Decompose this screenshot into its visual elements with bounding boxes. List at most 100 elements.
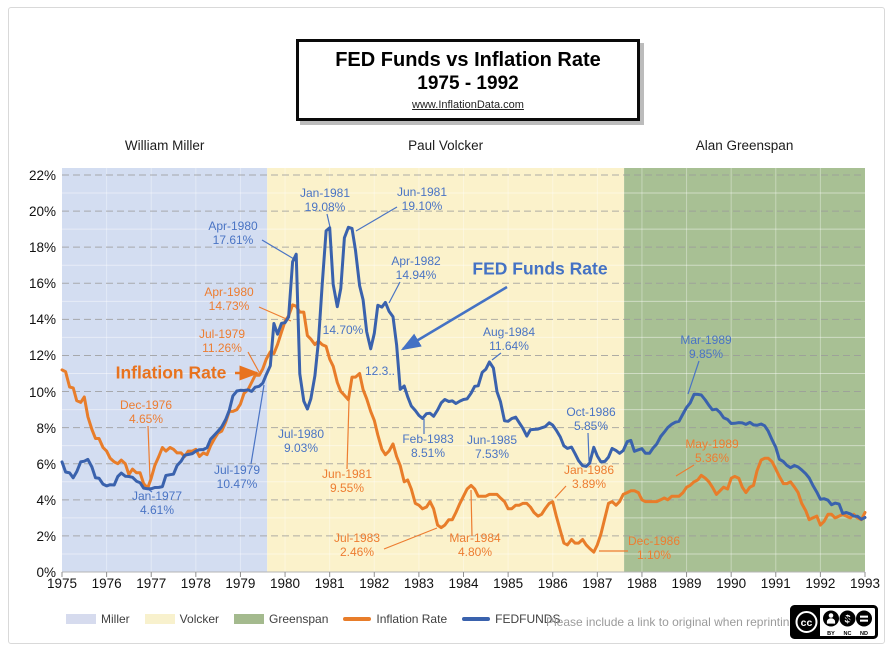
- legend-label: Inflation Rate: [376, 612, 448, 626]
- cc-nc-strike: [841, 612, 854, 625]
- annotation-mar-1989: Mar-1989 9.85%: [680, 333, 732, 361]
- cc-nd-icon: [856, 610, 872, 627]
- annotation-leader: [388, 281, 401, 304]
- y-tick-label: 18%: [28, 240, 56, 256]
- cc-nc-dollar: $: [844, 614, 850, 626]
- annotation-mar-1984: Mar-1984 4.80%: [449, 531, 501, 559]
- annotation-leader: [470, 489, 473, 537]
- cc-license-badge[interactable]: cc $ BY NC ND: [790, 605, 878, 639]
- cc-logo-text: cc: [801, 617, 813, 629]
- x-tick-label: 1980: [270, 576, 301, 591]
- x-tick-label: 1993: [849, 576, 881, 591]
- legend-swatch: [462, 617, 491, 621]
- legend-label: Greenspan: [269, 612, 329, 626]
- x-tick-label: 1982: [359, 576, 390, 591]
- cc-nd-label: ND: [860, 631, 868, 637]
- era-region-volcker: [267, 168, 625, 572]
- y-tick-label: 0%: [36, 565, 56, 580]
- annotation-leader: [687, 360, 700, 395]
- annotation-apr-1980: Apr-1980 14.73%: [204, 285, 254, 313]
- x-tick-label: 1983: [403, 576, 434, 591]
- era-region-miller: [62, 168, 268, 572]
- annotation-jan-1981: Jan-1981 19.08%: [299, 186, 351, 214]
- legend-item-greenspan: Greenspan: [234, 612, 328, 626]
- annotation-jan-1977: Jan-1977 4.61%: [131, 489, 183, 517]
- x-tick-label: 1989: [671, 576, 702, 591]
- x-tick-label: 1981: [314, 576, 345, 591]
- annotation-dec-1976: Dec-1976 4.65%: [119, 398, 173, 426]
- cc-by-label: BY: [827, 631, 835, 637]
- reprint-note: Please include a link to original when r…: [546, 615, 797, 629]
- annotation-jun-1981: Jun-1981 9.55%: [321, 467, 373, 495]
- legend-swatch: [144, 614, 175, 624]
- legend-swatch: [66, 614, 96, 624]
- x-tick-label: 1985: [493, 576, 524, 591]
- y-tick-label: 12%: [28, 348, 56, 364]
- x-tick-label: 1979: [225, 576, 256, 591]
- annotation-apr-1980: Apr-1980 17.61%: [208, 219, 258, 247]
- annotation-leader: [326, 213, 331, 228]
- legend-label: Miller: [101, 612, 130, 626]
- series-label-arrow: [400, 285, 508, 351]
- legend-item-fedfunds: FEDFUNDS: [462, 612, 560, 626]
- era-header-miller: William Miller: [124, 138, 205, 153]
- legend-item-inflation-rate: Inflation Rate: [343, 612, 447, 626]
- x-tick-label: 1978: [180, 576, 211, 591]
- y-tick-label: 6%: [36, 456, 56, 472]
- chart-frame: [8, 7, 885, 644]
- legend: Miller Volcker Greenspan Inflation Rate FEDF…: [66, 612, 560, 626]
- annotation-leader: [261, 239, 295, 260]
- x-tick-label: 1990: [716, 576, 747, 591]
- chart-subtitle: 1975 - 1992: [417, 73, 519, 94]
- y-tick-label: 16%: [28, 276, 56, 292]
- cc-nd-bar-top: [860, 615, 868, 618]
- legend-item-volcker: Volcker: [144, 612, 220, 626]
- cc-logo-circle: [795, 611, 818, 633]
- y-tick-label: 14%: [28, 312, 56, 328]
- y-tick-label: 22%: [28, 168, 56, 183]
- annotation-apr-1982: Apr-1982 14.94%: [391, 254, 441, 282]
- x-tick-label: 1975: [46, 576, 78, 591]
- cc-by-person-body: [826, 618, 836, 624]
- annotation-jul-1980: Jul-1980 9.03%: [277, 427, 325, 455]
- annotation-leader: [355, 206, 398, 232]
- annotation-leader: [554, 485, 567, 499]
- annotation-jul-1983: Jul-1983 2.46%: [333, 531, 381, 559]
- x-tick-label: 1984: [448, 576, 479, 591]
- legend-label: Volcker: [179, 612, 220, 626]
- annotation-leader: [491, 352, 502, 361]
- annotation-leader: [346, 400, 350, 470]
- x-tick-label: 1977: [136, 576, 167, 591]
- cc-by-person-head: [828, 613, 834, 618]
- chart-title: FED Funds vs Inflation Rate: [335, 49, 601, 71]
- x-tick-label: 1992: [805, 576, 836, 591]
- legend-swatch: [234, 614, 265, 624]
- annotation-jul-1979: Jul-1979 10.47%: [213, 463, 261, 491]
- y-tick-label: 8%: [36, 420, 56, 436]
- x-tick-label: 1987: [582, 576, 613, 591]
- era-header-greenspan: Alan Greenspan: [695, 138, 794, 153]
- annotation-feb-1983: Feb-1983 8.51%: [402, 432, 454, 460]
- annotation-12-3-: 12.3..: [364, 364, 396, 378]
- cc-nc-label: NC: [844, 631, 852, 637]
- legend-label: FEDFUNDS: [495, 612, 561, 626]
- annotation-jul-1979: Jul-1979 11.26%: [198, 327, 246, 355]
- y-tick-label: 20%: [28, 204, 56, 220]
- legend-swatch: [343, 617, 372, 621]
- x-tick-label: 1988: [626, 576, 657, 591]
- annotation-may-1989: May-1989 5.36%: [685, 437, 739, 465]
- x-tick-label: 1986: [537, 576, 568, 591]
- annotation-leader: [383, 527, 438, 550]
- series-label-inflation-rate: Inflation Rate: [115, 362, 227, 383]
- cc-nd-bar-bottom: [860, 619, 868, 622]
- annotation-jun-1981: Jun-1981 19.10%: [396, 185, 448, 213]
- annotation-leader: [587, 432, 590, 462]
- y-tick-label: 4%: [36, 492, 56, 508]
- source-link[interactable]: www.InflationData.com: [412, 99, 524, 111]
- x-tick-label: 1976: [91, 576, 122, 591]
- series-line-inflation-rate: [60, 303, 867, 554]
- annotation-aug-1984: Aug-1984 11.64%: [482, 325, 536, 353]
- annotation-leader: [147, 425, 151, 480]
